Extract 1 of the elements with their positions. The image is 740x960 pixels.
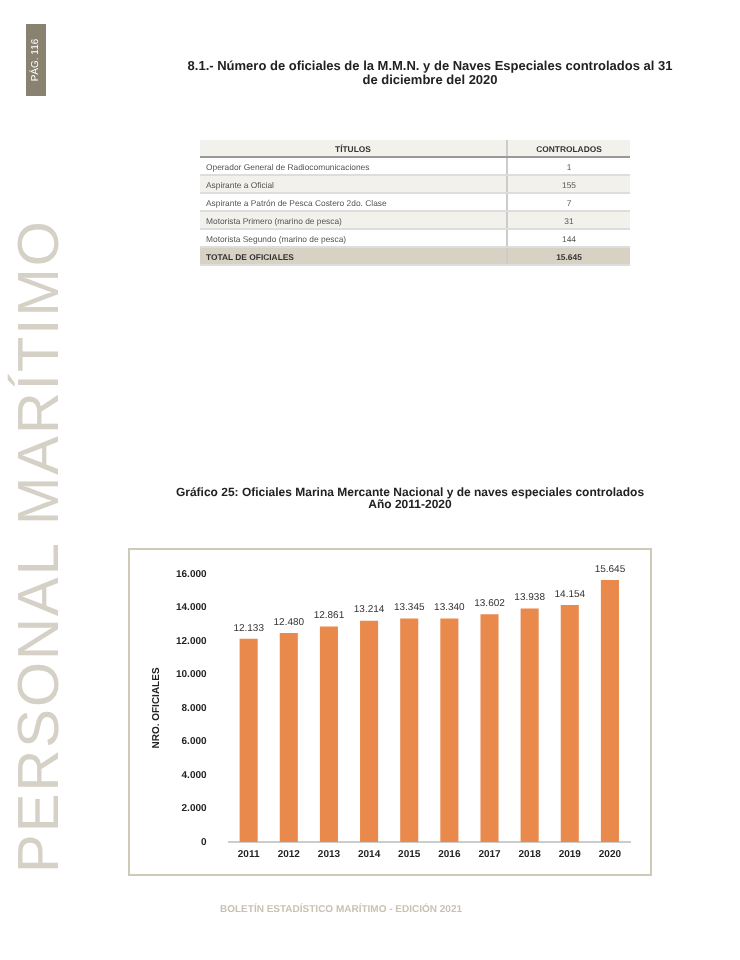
text: PERSONAL MARÍTIMO bbox=[5, 217, 74, 877]
